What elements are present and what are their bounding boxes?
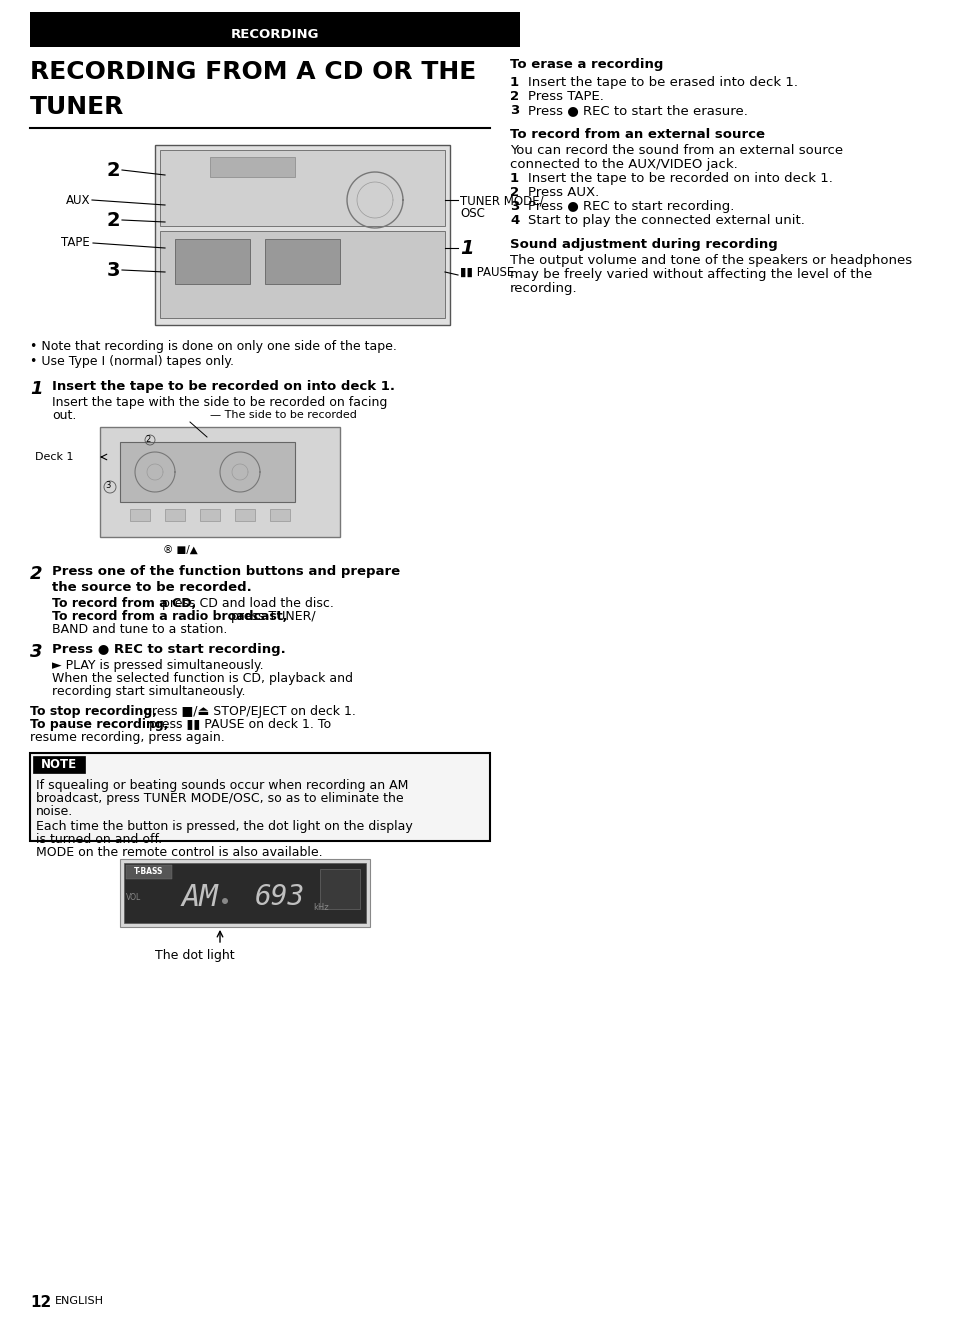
Text: recording.: recording.	[510, 282, 577, 295]
Text: kHz: kHz	[313, 903, 328, 911]
Text: — The side to be recorded: — The side to be recorded	[210, 410, 356, 420]
Text: 2: 2	[107, 161, 120, 180]
Text: VOL: VOL	[126, 892, 141, 902]
FancyBboxPatch shape	[210, 157, 294, 177]
Text: To pause recording,: To pause recording,	[30, 718, 169, 732]
Text: To record from a CD,: To record from a CD,	[52, 597, 196, 610]
Text: MODE on the remote control is also available.: MODE on the remote control is also avail…	[36, 846, 322, 859]
Text: broadcast, press TUNER MODE/OSC, so as to eliminate the: broadcast, press TUNER MODE/OSC, so as t…	[36, 791, 403, 805]
Text: Deck 1: Deck 1	[35, 452, 73, 462]
Text: ENGLISH: ENGLISH	[55, 1295, 104, 1306]
Bar	[30, 12, 519, 47]
Text: Insert the tape to be recorded on into deck 1.: Insert the tape to be recorded on into d…	[527, 172, 832, 185]
Text: press TUNER/: press TUNER/	[227, 610, 315, 622]
Text: Press ● REC to start recording.: Press ● REC to start recording.	[52, 642, 286, 656]
Text: press ▮▮ PAUSE on deck 1. To: press ▮▮ PAUSE on deck 1. To	[145, 718, 331, 732]
FancyBboxPatch shape	[100, 427, 339, 537]
Text: AM: AM	[181, 883, 218, 911]
FancyBboxPatch shape	[319, 868, 359, 908]
FancyBboxPatch shape	[234, 509, 254, 521]
Text: To stop recording,: To stop recording,	[30, 705, 157, 718]
Text: The output volume and tone of the speakers or headphones: The output volume and tone of the speake…	[510, 254, 911, 267]
Text: To record from an external source: To record from an external source	[510, 128, 764, 141]
Text: Start to play the connected external unit.: Start to play the connected external uni…	[527, 214, 804, 227]
Text: • Note that recording is done on only one side of the tape.: • Note that recording is done on only on…	[30, 340, 396, 352]
Text: TUNER MODE/: TUNER MODE/	[459, 196, 543, 207]
Text: RECORDING FROM A CD OR THE: RECORDING FROM A CD OR THE	[30, 60, 476, 84]
Text: 1: 1	[510, 76, 518, 89]
Text: OSC: OSC	[459, 207, 484, 219]
Text: NOTE: NOTE	[41, 758, 77, 770]
Text: 3: 3	[107, 261, 120, 279]
Text: 1: 1	[510, 172, 518, 185]
FancyBboxPatch shape	[126, 864, 172, 879]
Text: Insert the tape to be erased into deck 1.: Insert the tape to be erased into deck 1…	[527, 76, 797, 89]
Text: 2: 2	[30, 565, 43, 583]
Text: 3: 3	[510, 200, 518, 213]
Text: is turned on and off.: is turned on and off.	[36, 833, 162, 846]
Text: You can record the sound from an external source: You can record the sound from an externa…	[510, 144, 842, 157]
Text: 2: 2	[107, 210, 120, 230]
Text: ► PLAY is pressed simultaneously.: ► PLAY is pressed simultaneously.	[52, 658, 263, 672]
Text: the source to be recorded.: the source to be recorded.	[52, 581, 252, 595]
Text: Press one of the function buttons and prepare: Press one of the function buttons and pr…	[52, 565, 399, 579]
Text: press CD and load the disc.: press CD and load the disc.	[158, 597, 334, 610]
Text: Press ● REC to start recording.: Press ● REC to start recording.	[527, 200, 734, 213]
FancyBboxPatch shape	[265, 239, 339, 285]
FancyBboxPatch shape	[160, 150, 444, 226]
FancyBboxPatch shape	[120, 859, 370, 927]
Text: If squealing or beating sounds occur when recording an AM: If squealing or beating sounds occur whe…	[36, 779, 408, 791]
Text: 1: 1	[459, 238, 473, 258]
Text: TUNER: TUNER	[30, 94, 124, 118]
Text: • Use Type I (normal) tapes only.: • Use Type I (normal) tapes only.	[30, 355, 233, 368]
Text: noise.: noise.	[36, 805, 73, 818]
Text: To record from a radio broadcast,: To record from a radio broadcast,	[52, 610, 287, 622]
Text: resume recording, press again.: resume recording, press again.	[30, 732, 225, 743]
FancyBboxPatch shape	[160, 231, 444, 318]
Text: AUX: AUX	[66, 193, 90, 206]
Text: ® ■/▲: ® ■/▲	[162, 545, 197, 555]
Text: 2: 2	[510, 186, 518, 200]
FancyBboxPatch shape	[130, 509, 150, 521]
Circle shape	[222, 898, 228, 904]
Text: When the selected function is CD, playback and: When the selected function is CD, playba…	[52, 672, 353, 685]
Text: 2: 2	[145, 435, 151, 443]
Text: 1: 1	[30, 380, 43, 398]
FancyBboxPatch shape	[165, 509, 185, 521]
Text: 3: 3	[30, 642, 43, 661]
Text: Press AUX.: Press AUX.	[527, 186, 598, 200]
Text: The dot light: The dot light	[154, 950, 234, 962]
Text: press ■/⏏ STOP/EJECT on deck 1.: press ■/⏏ STOP/EJECT on deck 1.	[140, 705, 355, 718]
Text: 2: 2	[510, 90, 518, 102]
Text: out.: out.	[52, 410, 76, 422]
Text: BAND and tune to a station.: BAND and tune to a station.	[52, 622, 227, 636]
Text: connected to the AUX/VIDEO jack.: connected to the AUX/VIDEO jack.	[510, 158, 737, 172]
Text: 4: 4	[510, 214, 518, 227]
Text: 3: 3	[510, 104, 518, 117]
Text: To erase a recording: To erase a recording	[510, 59, 662, 70]
Text: Each time the button is pressed, the dot light on the display: Each time the button is pressed, the dot…	[36, 821, 413, 833]
FancyBboxPatch shape	[30, 753, 490, 841]
Text: Insert the tape with the side to be recorded on facing: Insert the tape with the side to be reco…	[52, 396, 387, 410]
Text: Press TAPE.: Press TAPE.	[527, 90, 603, 102]
Text: Press ● REC to start the erasure.: Press ● REC to start the erasure.	[527, 104, 747, 117]
Text: 3: 3	[105, 481, 111, 491]
FancyBboxPatch shape	[200, 509, 220, 521]
FancyBboxPatch shape	[154, 145, 450, 325]
FancyBboxPatch shape	[124, 863, 366, 923]
Text: ▮▮ PAUSE: ▮▮ PAUSE	[459, 266, 514, 278]
FancyBboxPatch shape	[120, 442, 294, 501]
Text: T-BASS: T-BASS	[134, 867, 164, 876]
Text: recording start simultaneously.: recording start simultaneously.	[52, 685, 245, 698]
FancyBboxPatch shape	[33, 755, 85, 773]
Text: Sound adjustment during recording: Sound adjustment during recording	[510, 238, 777, 251]
Text: may be freely varied without affecting the level of the: may be freely varied without affecting t…	[510, 269, 871, 281]
Text: Insert the tape to be recorded on into deck 1.: Insert the tape to be recorded on into d…	[52, 380, 395, 392]
FancyBboxPatch shape	[270, 509, 290, 521]
FancyBboxPatch shape	[174, 239, 250, 285]
Text: 693: 693	[254, 883, 305, 911]
Text: 12: 12	[30, 1295, 51, 1310]
Text: TAPE: TAPE	[61, 237, 90, 250]
Text: RECORDING: RECORDING	[231, 28, 319, 40]
